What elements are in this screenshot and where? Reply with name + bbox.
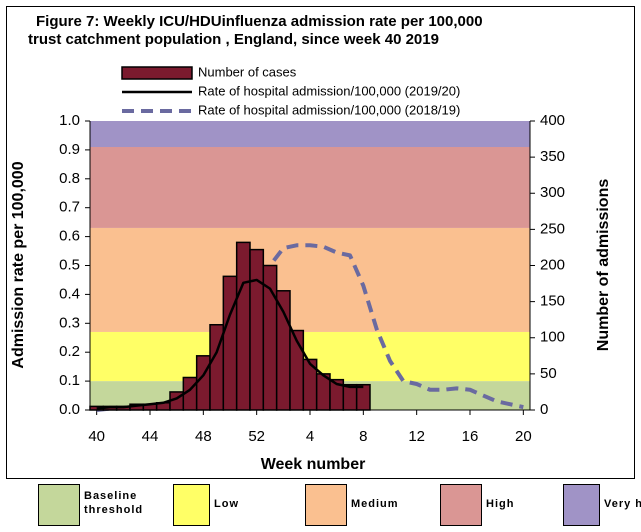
chart-title: Figure 7: Weekly ICU/HDUinfluenza admiss… [36,13,483,30]
legend-label: Rate of hospital admission/100,000 (2019… [198,83,460,98]
y2-tick-label: 50 [540,365,557,382]
threshold-band [90,121,530,148]
y-tick-label: 0.9 [59,141,80,158]
x-tick-label: 16 [462,428,479,445]
y-tick-label: 0.1 [59,372,80,389]
x-tick-label: 40 [88,428,105,445]
band-legend-label: Very high [604,498,641,510]
band-legend-label: Baseline threshold [84,490,144,516]
x-tick-label: 8 [359,428,367,445]
x-tick-label: 12 [408,428,425,445]
legend-label: Number of cases [198,64,297,79]
bar [195,355,211,411]
x-tick-label: 4 [306,428,314,445]
y2-tick-label: 200 [540,256,565,273]
x-tick-label: 44 [142,428,159,445]
band-legend-swatch [563,484,600,526]
band-legend: Baseline threshold Low Medium High Very high [0,484,641,528]
y2-axis-title: Number of admissions [595,179,612,352]
x-tick-label: 48 [195,428,212,445]
y2-tick-label: 300 [540,184,565,201]
y-tick-label: 0.2 [59,343,80,360]
bar [342,383,358,411]
bar [275,290,291,411]
line [96,278,364,410]
band-legend-swatch [173,484,210,526]
y-tick-label: 0.0 [59,401,80,418]
x-tick-label: 52 [248,428,265,445]
band-legend-swatch [38,484,80,526]
y2-tick-label: 350 [540,148,565,165]
bar [222,275,238,411]
band-legend-label: Low [214,498,239,510]
bar [249,248,265,411]
y2-tick-label: 400 [540,112,565,129]
band-legend-swatch [305,484,347,526]
bar [355,383,371,411]
y-tick-label: 0.6 [59,228,80,245]
y-tick-label: 0.5 [59,256,80,273]
band-legend-label: High [486,498,515,510]
y2-tick-label: 250 [540,220,565,237]
chart-title: trust catchment population , England, si… [28,31,439,48]
y-tick-label: 0.7 [59,199,80,216]
threshold-band [90,147,530,228]
x-axis-title: Week number [261,456,366,473]
y2-tick-label: 150 [540,293,565,310]
y2-tick-label: 0 [540,401,548,418]
dashed-line [96,243,524,412]
y-tick-label: 0.4 [59,285,80,302]
band-legend-swatch [440,484,482,526]
y2-tick-label: 100 [540,329,565,346]
y-tick-label: 0.3 [59,314,80,331]
bar [235,241,251,411]
band-legend-label: Medium [351,498,399,510]
y-tick-label: 1.0 [59,112,80,129]
y-axis-title: Admission rate per 100,000 [10,161,27,368]
legend-label: Rate of hospital admission/100,000 (2018… [198,102,460,117]
chart: Figure 7: Weekly ICU/HDUinfluenza admiss… [6,6,635,479]
x-tick-label: 20 [515,428,532,445]
legend-swatch [121,66,193,80]
y-tick-label: 0.8 [59,170,80,187]
